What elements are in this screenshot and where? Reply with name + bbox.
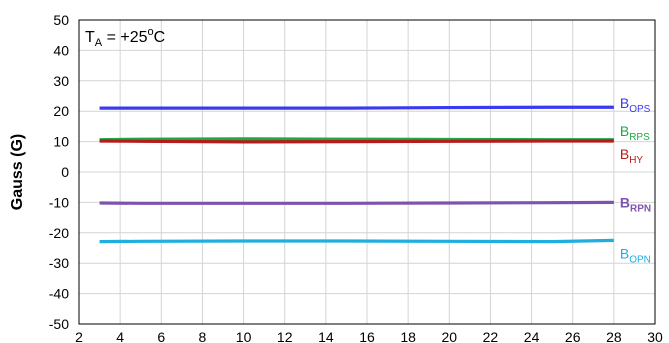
x-tick-label: 28 [606, 329, 622, 343]
x-tick-label: 4 [116, 329, 124, 343]
y-tick-label: 40 [53, 42, 69, 58]
y-tick-label: -30 [49, 255, 69, 271]
series-line-opn [99, 238, 614, 244]
y-tick-label: -40 [49, 286, 69, 302]
x-tick-label: 18 [400, 329, 416, 343]
y-tick-label: -20 [49, 225, 69, 241]
series-line-ops [99, 105, 614, 110]
plot-frame [78, 19, 656, 325]
x-tick-label: 16 [359, 329, 375, 343]
temperature-annotation: TA = +25oC [85, 26, 165, 49]
y-tick-label: -10 [49, 194, 69, 210]
y-tick-label: 10 [53, 134, 69, 150]
grid [78, 19, 656, 325]
y-tick-label: 30 [53, 73, 69, 89]
series-label-opn: BOPN [620, 245, 651, 265]
x-tick-label: 26 [565, 329, 581, 343]
x-tick-label: 6 [157, 329, 165, 343]
x-tick-label: 24 [524, 329, 540, 343]
x-tick-label: 14 [318, 329, 334, 343]
x-tick-label: 22 [483, 329, 499, 343]
y-tick-label: 0 [61, 164, 69, 180]
series-lines [99, 105, 614, 244]
x-tick-label: 20 [441, 329, 457, 343]
series-line-rpn [99, 200, 614, 205]
x-tick-labels: 2 4 6 8 10 12 14 16 18 20 22 24 26 28 30 [75, 329, 663, 343]
x-tick-label: 8 [199, 329, 207, 343]
series-line-hy [99, 139, 614, 144]
x-tick-label: 12 [277, 329, 293, 343]
x-tick-label: 2 [75, 329, 83, 343]
series-label-ops: BOPS [620, 95, 651, 115]
y-tick-labels: -50 -40 -30 -20 -10 0 10 20 30 40 50 [49, 12, 69, 332]
series-label-rps: BRPS [620, 123, 650, 143]
y-tick-label: 20 [53, 103, 69, 119]
series-label-rpn: BRPN [620, 194, 651, 214]
series-label-hy: BHY [620, 146, 644, 166]
y-tick-label: 50 [53, 12, 69, 28]
x-tick-label: 30 [647, 329, 663, 343]
x-tick-label: 10 [236, 329, 252, 343]
y-axis-label: Gauss (G) [9, 134, 26, 210]
y-tick-label: -50 [49, 316, 69, 332]
series-labels: BOPS BRPS BHY BRPN BOPN [620, 95, 651, 265]
